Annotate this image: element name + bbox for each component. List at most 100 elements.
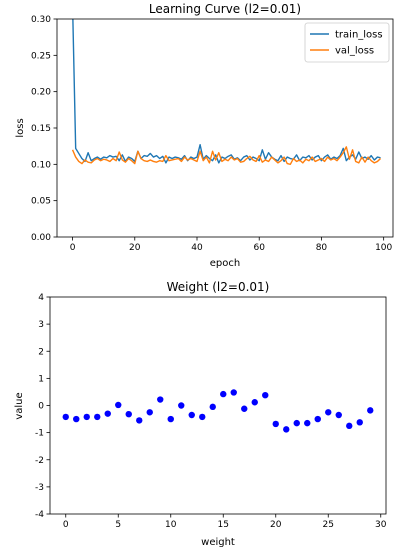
x-tick-label: 20: [270, 520, 282, 530]
y-tick-label: -2: [35, 456, 44, 466]
series-line-train_loss: [72, 19, 381, 164]
y-tick-label: 0.05: [31, 197, 51, 207]
x-tick-label: 60: [253, 243, 265, 253]
x-tick: 0: [63, 514, 69, 530]
y-tick: 0.30: [31, 15, 57, 25]
data-point: [62, 413, 69, 421]
weight-scatter-chart: Weight (l2=0.01) 0 5 10 15 20 25 30 -4 -3 -2 -1 0 1…: [14, 280, 387, 548]
y-axis-label: value: [14, 392, 25, 419]
x-tick-label: 25: [323, 520, 334, 530]
data-point: [251, 399, 258, 406]
data-point: [367, 407, 374, 414]
data-point: [356, 419, 363, 426]
y-tick-label: 4: [38, 293, 44, 303]
y-tick-label: 0.00: [31, 233, 51, 243]
y-tick-label: 0.20: [31, 88, 51, 98]
data-point: [335, 411, 342, 419]
x-tick: 20: [270, 514, 282, 530]
y-tick-label: -1: [35, 429, 44, 439]
y-tick: 4: [38, 293, 50, 303]
data-point: [209, 403, 216, 411]
data-point: [188, 411, 195, 419]
y-tick-label: -3: [35, 483, 44, 493]
y-tick: 0.15: [31, 124, 57, 134]
y-tick: 0.20: [31, 88, 57, 98]
x-tick-label: 10: [165, 520, 177, 530]
y-axis-label: loss: [15, 118, 26, 137]
data-point: [199, 413, 206, 421]
x-tick-label: 20: [129, 243, 141, 253]
y-axis-ticks: 0.00 0.05 0.10 0.15 0.20 0.25 0.30: [31, 15, 57, 243]
x-tick: 30: [375, 514, 387, 530]
x-tick: 10: [165, 514, 177, 530]
series-layer: [62, 389, 374, 433]
y-tick: 0.10: [31, 160, 57, 170]
x-axis-label: epoch: [210, 258, 240, 269]
data-point: [136, 417, 143, 424]
legend-label: train_loss: [335, 30, 383, 41]
y-tick-label: 0.30: [31, 15, 51, 25]
x-axis-ticks: 0 20 40 60 80 100: [70, 237, 393, 253]
x-tick: 80: [316, 237, 328, 253]
y-tick-label: 1: [38, 374, 44, 384]
data-point: [157, 396, 164, 403]
y-tick: 3: [38, 320, 50, 330]
y-tick: 0.00: [31, 233, 57, 243]
x-tick: 40: [191, 237, 203, 253]
y-tick: 0: [38, 402, 50, 412]
y-tick: -4: [35, 510, 50, 520]
data-point: [262, 391, 269, 399]
y-tick: -2: [35, 456, 50, 466]
x-tick: 60: [253, 237, 265, 253]
y-tick-label: 2: [38, 347, 44, 357]
y-tick-label: 0.25: [31, 51, 51, 61]
x-tick-label: 15: [218, 520, 229, 530]
y-tick-label: 0: [38, 402, 44, 412]
y-axis-ticks: -4 -3 -2 -1 0 1 2 3 4: [35, 293, 50, 520]
y-tick-label: 3: [38, 320, 44, 330]
x-tick-label: 30: [375, 520, 387, 530]
legend-box: [304, 22, 390, 63]
data-point: [346, 422, 353, 430]
data-point: [125, 410, 132, 418]
x-tick-label: 40: [191, 243, 203, 253]
chart-title: Learning Curve (l2=0.01): [149, 2, 301, 16]
data-point: [83, 413, 90, 421]
x-tick: 5: [115, 514, 121, 530]
x-tick-label: 0: [63, 520, 69, 530]
data-point: [272, 420, 279, 428]
y-tick-label: -4: [35, 510, 44, 520]
legend-item: train_loss: [310, 30, 383, 41]
x-axis-label: weight: [201, 537, 235, 548]
series-layer: [71, 19, 382, 166]
x-tick: 0: [70, 237, 76, 253]
plot-frame: [49, 296, 387, 515]
x-tick-label: 80: [316, 243, 328, 253]
y-tick: 1: [38, 374, 50, 384]
learning-curve-chart: Learning Curve (l2=0.01) 0 20 40 60 80 100 0.…: [15, 2, 394, 269]
chart-title: Weight (l2=0.01): [167, 280, 270, 294]
y-tick: -3: [35, 483, 50, 493]
data-point: [146, 409, 153, 416]
data-point: [283, 426, 290, 433]
series-line-val_loss: [71, 146, 382, 166]
x-tick: 25: [323, 514, 334, 530]
data-point: [94, 413, 101, 421]
data-point: [167, 415, 174, 423]
x-tick: 20: [129, 237, 141, 253]
y-tick-label: 0.10: [31, 160, 51, 170]
data-point: [230, 389, 237, 396]
y-tick: 0.05: [31, 197, 57, 207]
x-tick-label: 0: [70, 243, 76, 253]
x-tick: 15: [218, 514, 229, 530]
x-tick-label: 5: [115, 520, 121, 530]
data-point: [293, 419, 300, 427]
legend-item: val_loss: [310, 46, 374, 57]
data-point: [304, 419, 311, 427]
data-point: [325, 409, 332, 416]
data-point: [314, 415, 321, 423]
x-tick: 100: [375, 237, 393, 253]
plot-frame: [56, 18, 394, 238]
y-tick: 0.25: [31, 51, 57, 61]
